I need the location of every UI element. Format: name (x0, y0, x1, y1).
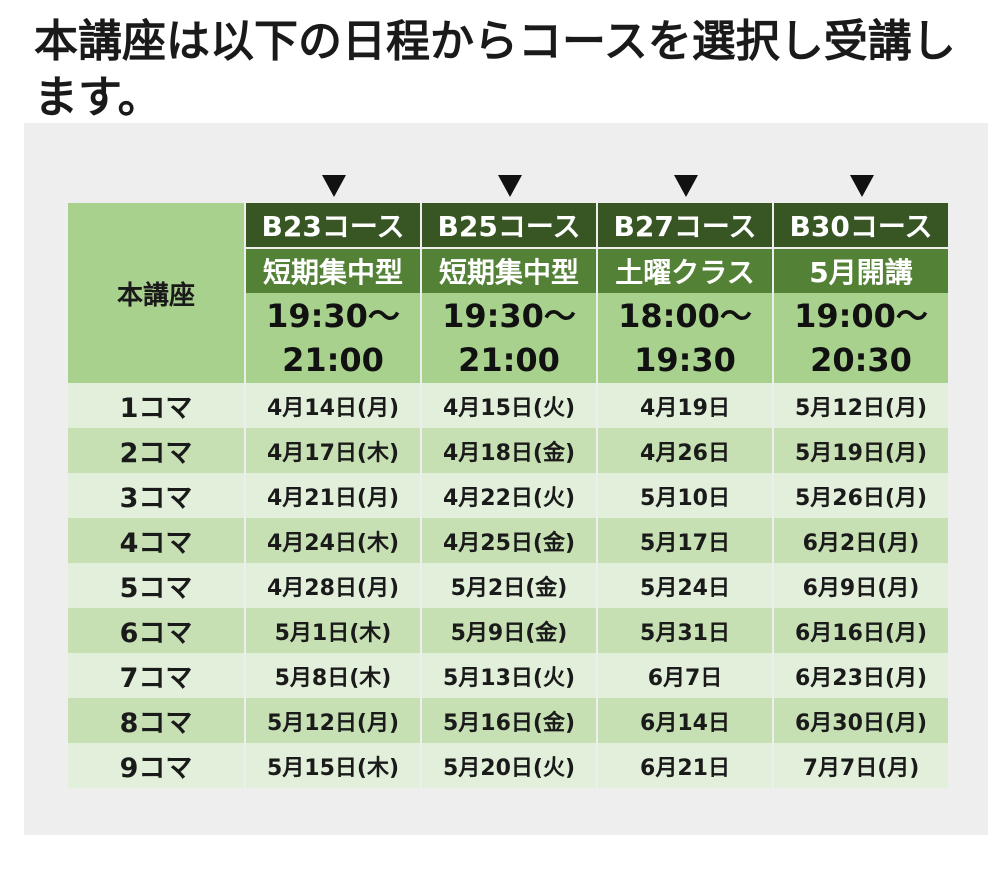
date-cell: 6月21日 (598, 743, 772, 788)
date-cell: 6月30日(月) (774, 698, 948, 743)
course-time-header: 19:00～ 20:30 (774, 293, 948, 383)
date-cell: 4月15日(火) (422, 383, 596, 428)
course-time-end: 19:30 (634, 341, 736, 379)
date-cell: 5月15日(木) (246, 743, 420, 788)
course-time-start: 18:00～ (618, 297, 752, 335)
date-cell: 6月14日 (598, 698, 772, 743)
lesson-label: 8コマ (68, 698, 244, 743)
date-cell: 5月24日 (598, 563, 772, 608)
lesson-label: 2コマ (68, 428, 244, 473)
date-cell: 5月26日(月) (774, 473, 948, 518)
date-cell: 4月22日(火) (422, 473, 596, 518)
course-type-header: 土曜クラス (598, 249, 772, 293)
date-cell: 4月21日(月) (246, 473, 420, 518)
date-cell: 4月19日 (598, 383, 772, 428)
course-time-header: 18:00～ 19:30 (598, 293, 772, 383)
lesson-label: 5コマ (68, 563, 244, 608)
date-cell: 5月16日(金) (422, 698, 596, 743)
date-cell: 5月13日(火) (422, 653, 596, 698)
date-cell: 5月19日(月) (774, 428, 948, 473)
course-type-header: 短期集中型 (422, 249, 596, 293)
date-cell: 5月2日(金) (422, 563, 596, 608)
course-type-header: 短期集中型 (246, 249, 420, 293)
course-time-start: 19:30～ (442, 297, 576, 335)
date-cell: 4月25日(金) (422, 518, 596, 563)
lesson-label: 4コマ (68, 518, 244, 563)
course-time-header: 19:30～ 21:00 (246, 293, 420, 383)
course-time-end: 21:00 (458, 341, 560, 379)
date-cell: 5月1日(木) (246, 608, 420, 653)
date-cell: 6月23日(月) (774, 653, 948, 698)
schedule-table: 本講座 B23コース 短期集中型 19:30～ 21:00 B25コース 短期集中型 19:… (68, 203, 948, 788)
arrow-down-icon-b25 (498, 175, 522, 197)
course-time-end: 20:30 (810, 341, 912, 379)
date-cell: 6月2日(月) (774, 518, 948, 563)
course-code-header: B25コース (422, 203, 596, 249)
date-cell: 5月10日 (598, 473, 772, 518)
intro-text: 本講座は以下の日程からコースを選択し受講します。 (34, 16, 956, 123)
date-cell: 5月31日 (598, 608, 772, 653)
course-code-header: B30コース (774, 203, 948, 249)
course-time-end: 21:00 (282, 341, 384, 379)
date-cell: 6月16日(月) (774, 608, 948, 653)
date-cell: 6月9日(月) (774, 563, 948, 608)
course-time-start: 19:30～ (266, 297, 400, 335)
date-cell: 4月28日(月) (246, 563, 420, 608)
lesson-label: 7コマ (68, 653, 244, 698)
arrow-down-icon-b30 (850, 175, 874, 197)
date-cell: 7月7日(月) (774, 743, 948, 788)
date-cell: 4月26日 (598, 428, 772, 473)
date-cell: 4月14日(月) (246, 383, 420, 428)
lesson-label: 3コマ (68, 473, 244, 518)
course-code-header: B27コース (598, 203, 772, 249)
arrow-down-icon-b23 (322, 175, 346, 197)
date-cell: 4月18日(金) (422, 428, 596, 473)
corner-label: 本講座 (68, 203, 244, 383)
schedule-panel: 本講座 B23コース 短期集中型 19:30～ 21:00 B25コース 短期集中型 19:… (24, 123, 988, 835)
date-cell: 5月8日(木) (246, 653, 420, 698)
lesson-label: 1コマ (68, 383, 244, 428)
date-cell: 5月12日(月) (246, 698, 420, 743)
date-cell: 5月17日 (598, 518, 772, 563)
course-time-header: 19:30～ 21:00 (422, 293, 596, 383)
lesson-label: 6コマ (68, 608, 244, 653)
date-cell: 5月9日(金) (422, 608, 596, 653)
arrow-down-icon-b27 (674, 175, 698, 197)
lesson-label: 9コマ (68, 743, 244, 788)
course-type-header: 5月開講 (774, 249, 948, 293)
date-cell: 5月20日(火) (422, 743, 596, 788)
date-cell: 4月24日(木) (246, 518, 420, 563)
date-cell: 6月7日 (598, 653, 772, 698)
course-code-header: B23コース (246, 203, 420, 249)
date-cell: 5月12日(月) (774, 383, 948, 428)
date-cell: 4月17日(木) (246, 428, 420, 473)
course-time-start: 19:00～ (794, 297, 928, 335)
